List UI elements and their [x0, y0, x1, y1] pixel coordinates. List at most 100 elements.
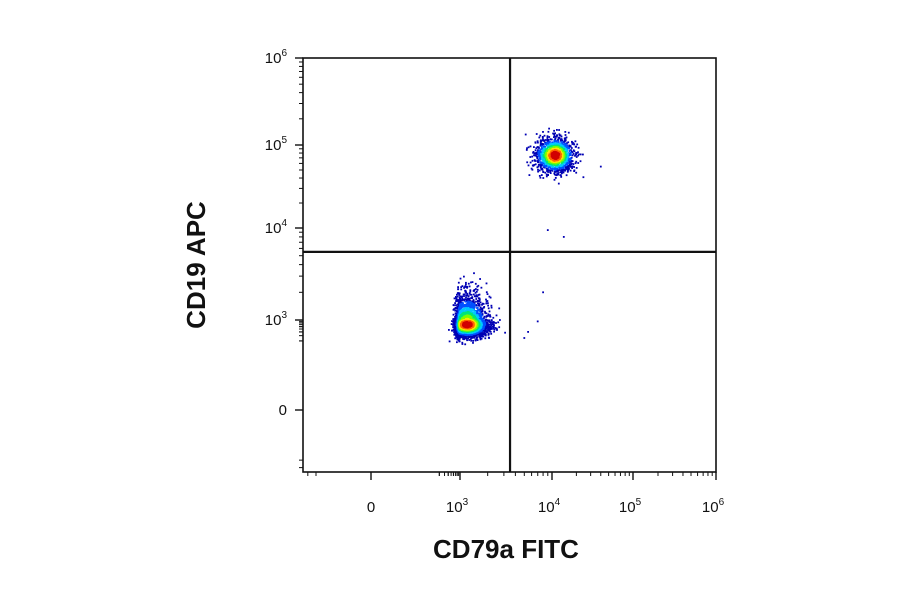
event-dot — [562, 167, 565, 169]
event-dot — [457, 281, 460, 284]
event-dot — [566, 145, 569, 148]
event-dot — [528, 174, 531, 176]
event-dot — [544, 161, 547, 164]
event-dot — [483, 315, 486, 318]
event-dot — [490, 321, 492, 323]
event-dot — [489, 296, 492, 299]
event-dot — [560, 141, 563, 143]
event-dot — [577, 162, 580, 164]
event-dot — [540, 144, 542, 146]
event-dot — [478, 309, 481, 312]
event-dot — [465, 300, 468, 302]
event-dot — [562, 168, 565, 171]
event-dot — [537, 160, 540, 163]
event-dot — [546, 139, 549, 142]
event-dot — [549, 143, 552, 146]
event-dot — [546, 136, 549, 139]
event-dot — [557, 165, 559, 167]
event-dot — [567, 162, 570, 164]
event-dot — [546, 170, 548, 172]
event-dot — [470, 309, 473, 312]
event-dot — [554, 173, 556, 176]
event-dot — [565, 163, 567, 165]
event-dot — [525, 149, 528, 151]
event-dot — [555, 143, 558, 145]
event-dot — [569, 158, 572, 161]
event-dot — [486, 319, 489, 322]
event-dot — [566, 170, 569, 173]
event-dot — [556, 173, 559, 175]
event-dot — [550, 169, 552, 172]
event-dot — [558, 144, 560, 147]
event-dot — [477, 309, 479, 311]
event-dot — [538, 159, 541, 162]
event-dot — [543, 140, 546, 142]
event-dot — [492, 324, 495, 327]
event-dot — [536, 157, 539, 160]
event-dot — [545, 162, 548, 165]
event-dot — [464, 307, 467, 310]
event-dot — [560, 158, 563, 161]
event-dot — [455, 307, 457, 310]
event-dot — [483, 317, 485, 320]
event-dot — [556, 167, 559, 170]
event-dot — [548, 127, 550, 130]
event-dot — [470, 308, 473, 311]
event-dot — [459, 297, 461, 300]
event-dot — [548, 144, 551, 147]
event-dot — [462, 299, 465, 301]
event-dot — [557, 149, 560, 152]
event-dot — [476, 295, 479, 298]
event-dot — [475, 298, 478, 300]
event-dot — [537, 165, 540, 168]
event-dot — [561, 143, 564, 146]
event-dot — [548, 152, 551, 155]
event-dot — [572, 163, 575, 165]
event-dot — [485, 321, 487, 324]
event-dot — [559, 167, 562, 170]
event-dot — [564, 156, 567, 159]
event-dot — [465, 294, 467, 297]
event-dot — [540, 140, 542, 143]
event-dot — [527, 146, 530, 149]
event-dot — [567, 131, 570, 134]
event-dot — [536, 140, 539, 143]
event-dot — [545, 175, 548, 178]
event-dot — [558, 133, 561, 136]
event-dot — [462, 316, 465, 319]
event-dot — [459, 300, 462, 303]
event-dot — [462, 309, 465, 312]
event-dot — [560, 139, 562, 142]
event-dot — [490, 304, 493, 307]
event-dot — [573, 166, 575, 168]
event-dot — [477, 302, 479, 305]
event-dot — [458, 294, 461, 296]
event-dot — [544, 141, 546, 144]
event-dot — [526, 147, 528, 150]
event-dot — [491, 326, 494, 328]
event-dot — [487, 313, 490, 316]
event-dot — [478, 335, 481, 338]
event-dot — [577, 146, 580, 149]
event-dot — [561, 154, 564, 156]
event-dot — [547, 164, 549, 167]
event-dot — [571, 154, 574, 157]
event-dot — [541, 158, 544, 161]
event-dot — [487, 307, 490, 310]
event-dot — [572, 149, 575, 152]
event-dot — [566, 168, 569, 171]
event-dot — [460, 286, 463, 288]
event-dot — [544, 157, 547, 160]
event-dot — [561, 164, 564, 167]
event-dot — [462, 302, 464, 305]
event-dot — [478, 317, 481, 320]
event-dot — [531, 155, 534, 158]
event-dot — [477, 333, 479, 336]
event-dot — [576, 143, 579, 146]
event-dot — [553, 142, 555, 145]
event-dot — [487, 332, 490, 335]
event-dot — [550, 138, 553, 141]
event-dot — [479, 306, 482, 309]
event-dot — [541, 136, 544, 139]
